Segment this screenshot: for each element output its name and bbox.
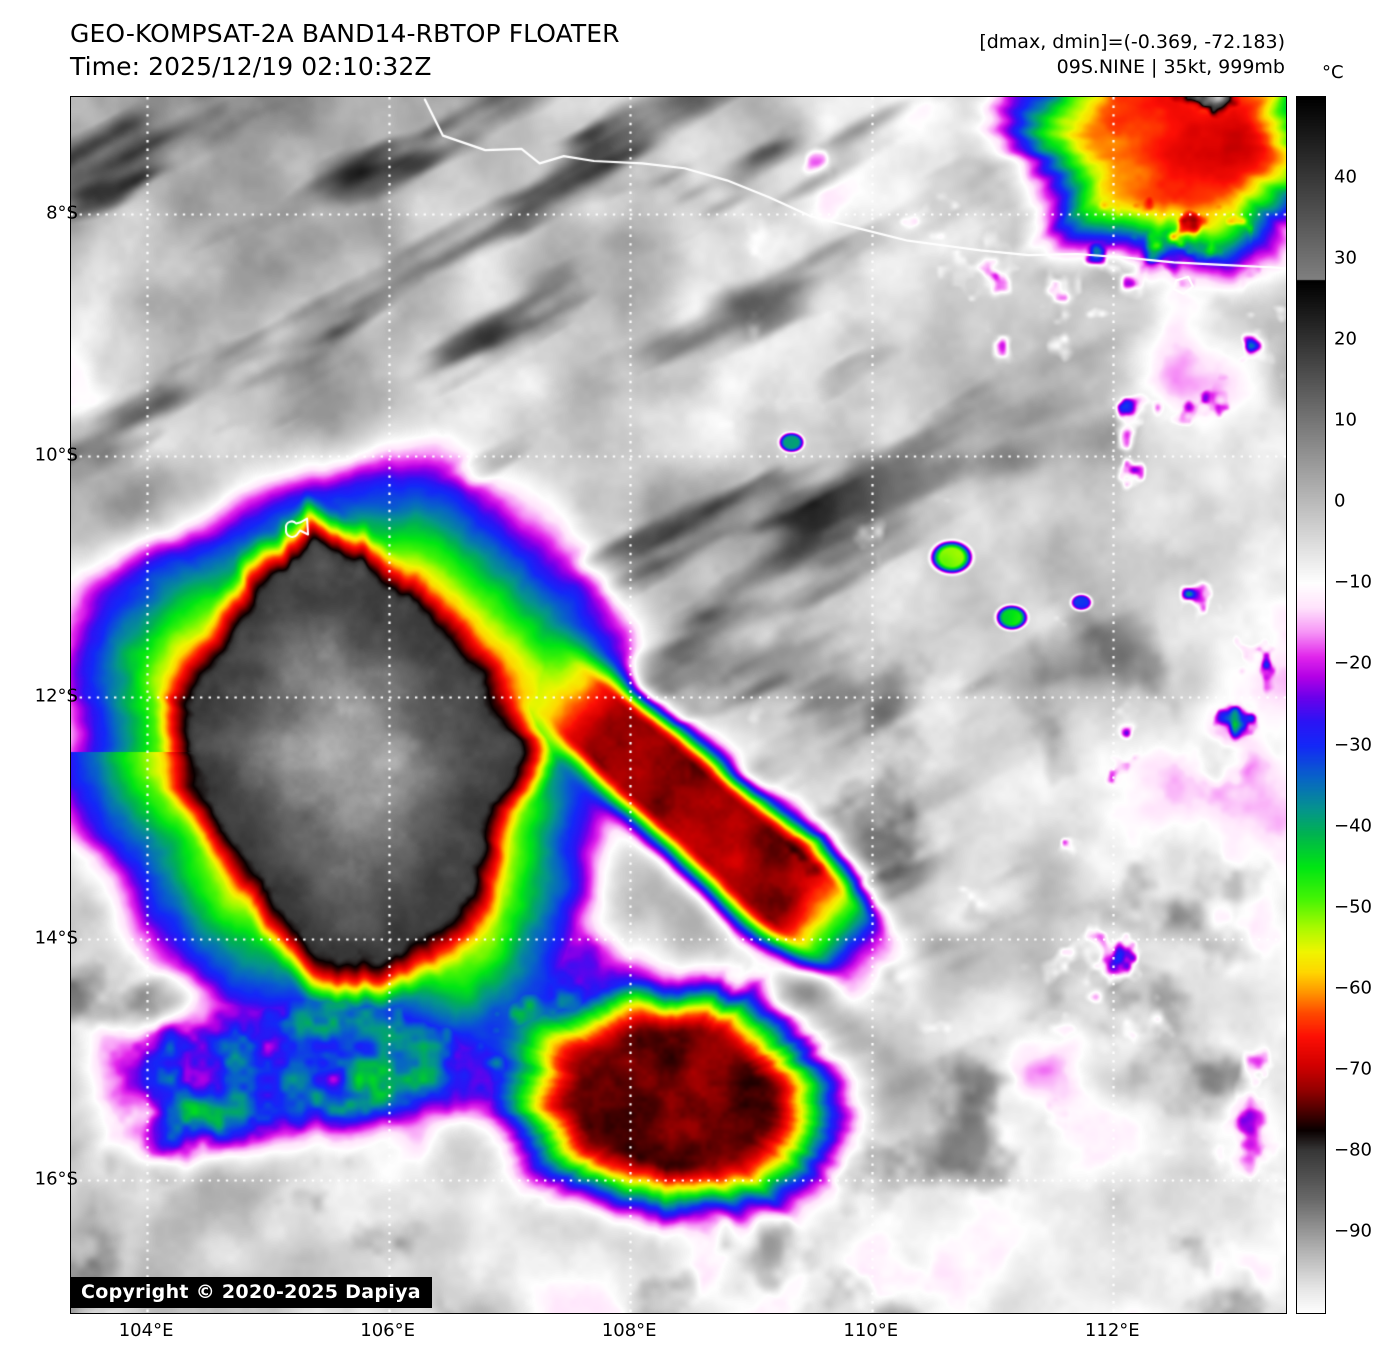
lat-tick-3: 14°S: [34, 927, 78, 949]
colorbar-tick-6: −20: [1334, 652, 1372, 674]
dmax-dmin-label: [dmax, dmin]=(-0.369, -72.183): [979, 31, 1285, 53]
copyright-watermark: Copyright © 2020-2025 Dapiya: [70, 1277, 432, 1308]
satellite-image-plot: [70, 96, 1287, 1314]
colorbar-tick-8: −40: [1334, 815, 1372, 837]
colorbar-tick-1: 30: [1334, 247, 1357, 269]
storm-info-label: 09S.NINE | 35kt, 999mb: [1056, 56, 1285, 79]
colorbar-tick-12: −80: [1334, 1139, 1372, 1161]
colorbar-tick-5: −10: [1334, 571, 1372, 593]
lon-tick-0: 104°E: [118, 1320, 174, 1341]
lat-tick-2: 12°S: [34, 685, 78, 707]
timestamp-label: Time: 2025/12/19 02:10:32Z: [70, 51, 432, 81]
lon-tick-3: 110°E: [843, 1320, 899, 1341]
colorbar-tick-7: −30: [1334, 734, 1372, 756]
lat-tick-4: 16°S: [34, 1168, 78, 1190]
header-title-block: GEO-KOMPSAT-2A BAND14-RBTOP FLOATER Time…: [70, 18, 620, 83]
colorbar-tick-13: −90: [1334, 1220, 1372, 1242]
lon-tick-4: 112°E: [1084, 1320, 1140, 1341]
page-title: GEO-KOMPSAT-2A BAND14-RBTOP FLOATER: [70, 19, 620, 48]
plot-clip: [71, 97, 1286, 1313]
satellite-imagery-canvas: [71, 97, 1286, 1313]
colorbar-gradient: [1297, 97, 1325, 1313]
lon-tick-2: 108°E: [601, 1320, 657, 1341]
colorbar-tick-10: −60: [1334, 977, 1372, 999]
lon-tick-1: 106°E: [360, 1320, 415, 1341]
colorbar-tick-0: 40: [1334, 166, 1357, 188]
colorbar-unit-label: °C: [1322, 62, 1344, 83]
colorbar-tick-3: 10: [1334, 409, 1357, 431]
colorbar-tick-9: −50: [1334, 896, 1372, 918]
colorbar-tick-11: −70: [1334, 1058, 1372, 1080]
colorbar: [1296, 96, 1326, 1314]
lat-tick-1: 10°S: [34, 444, 78, 466]
lat-tick-0: 8°S: [46, 202, 78, 224]
header-meta-block: [dmax, dmin]=(-0.369, -72.183) 09S.NINE …: [979, 30, 1285, 81]
colorbar-tick-4: 0: [1334, 490, 1346, 512]
colorbar-tick-2: 20: [1334, 328, 1357, 350]
